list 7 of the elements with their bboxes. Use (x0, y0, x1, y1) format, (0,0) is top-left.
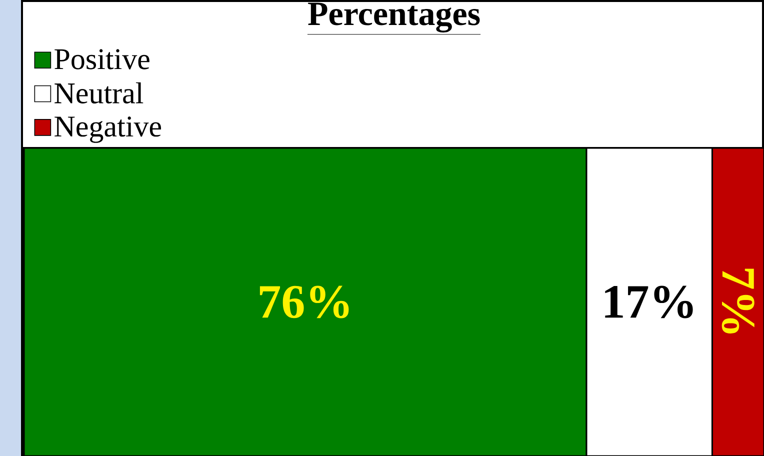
data-label: 17% (605, 286, 693, 318)
legend-label: Negative (54, 116, 161, 143)
chart-title: Percentages (308, 2, 480, 32)
data-label: 76% (260, 286, 349, 318)
legend-label: Neutral (54, 82, 144, 104)
data-label: 7% (722, 268, 754, 334)
legend-label: Positive (54, 49, 150, 70)
